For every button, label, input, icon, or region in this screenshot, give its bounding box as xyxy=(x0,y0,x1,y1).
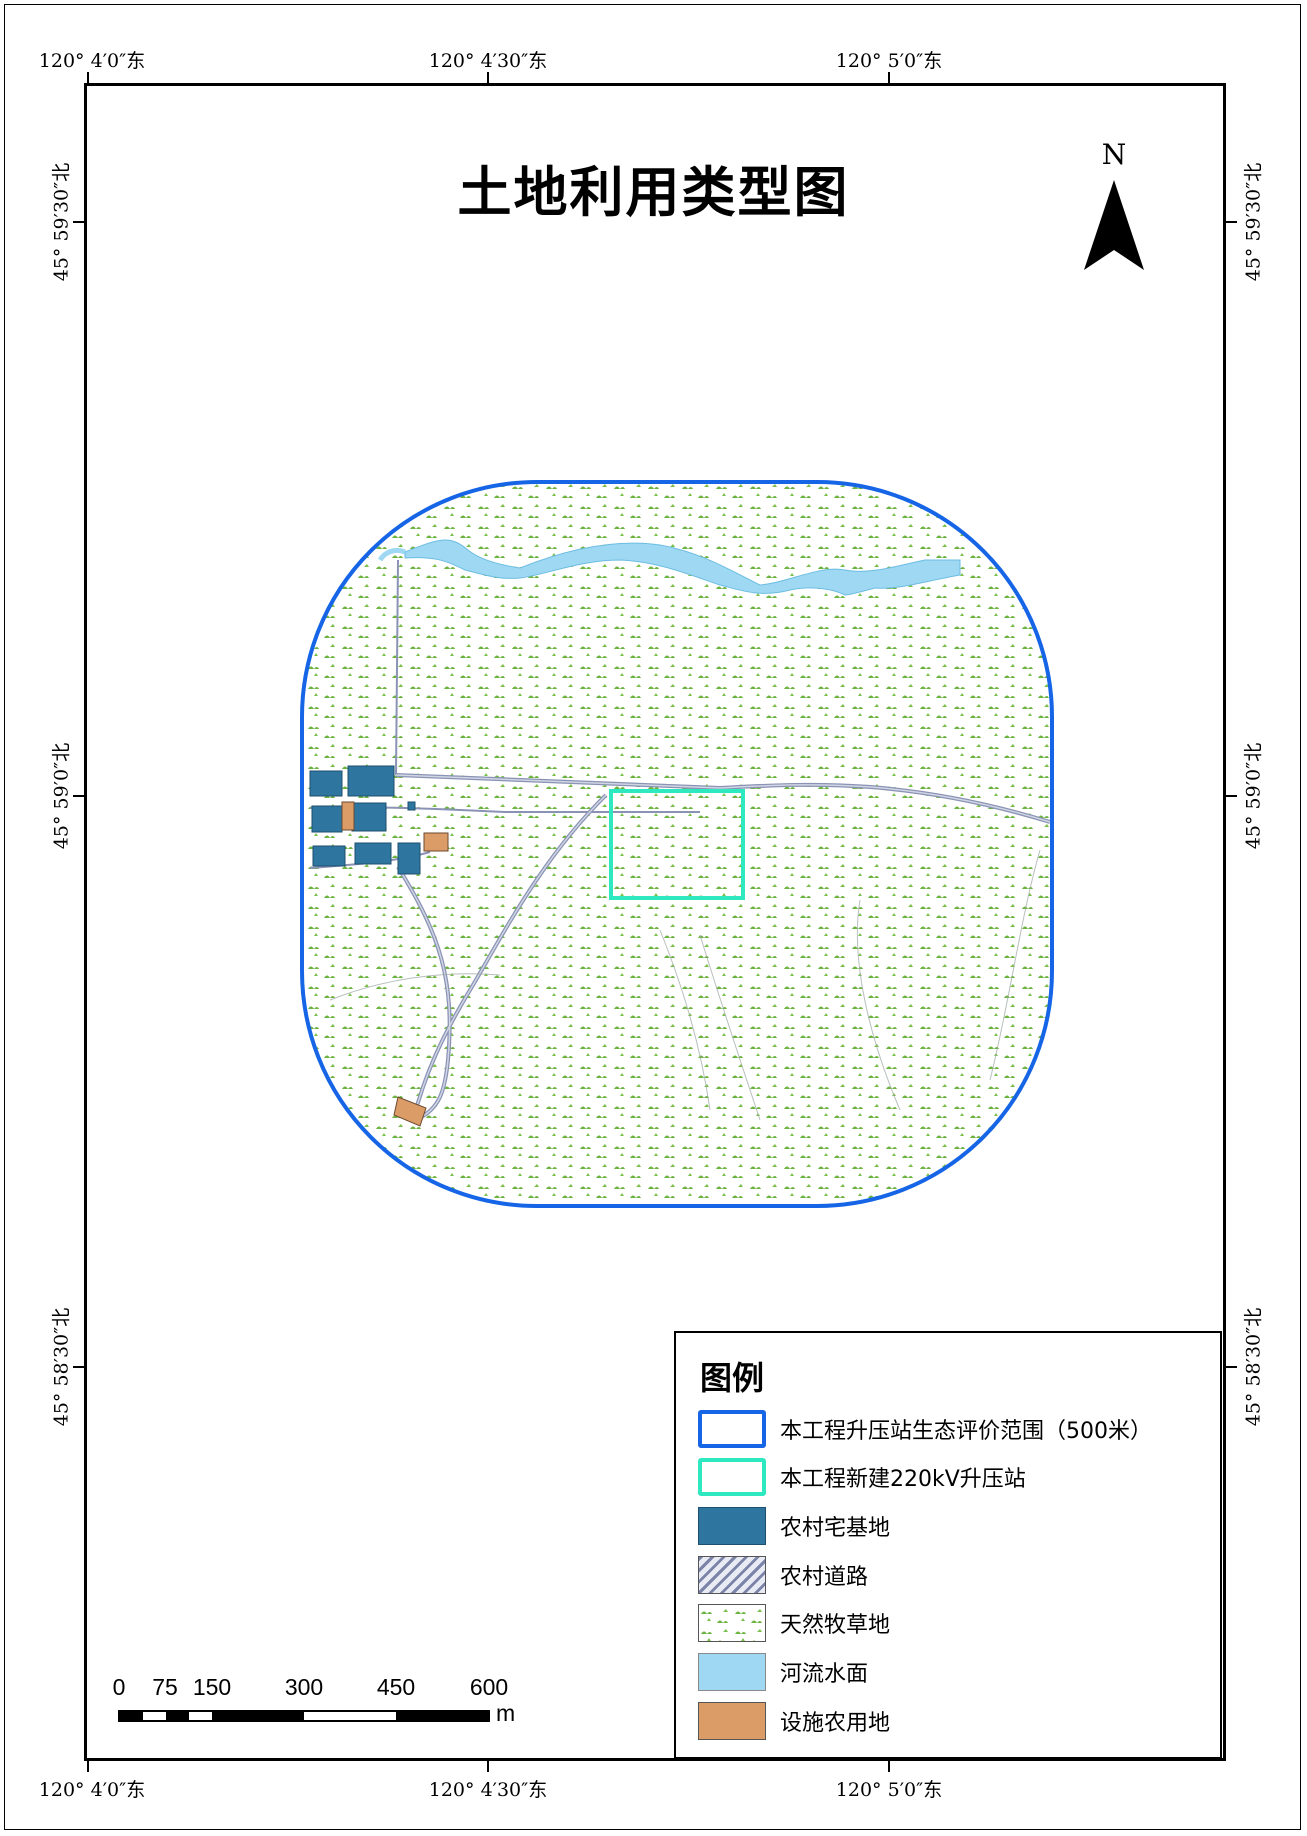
coord-bottom-1: 120° 4′0″东 xyxy=(38,1779,146,1801)
legend-swatch-road xyxy=(698,1556,766,1594)
scale-label-0: 0 xyxy=(112,1674,126,1700)
legend-label-road: 农村道路 xyxy=(780,1565,869,1590)
rural-homesteads xyxy=(309,765,421,875)
legend-title: 图例 xyxy=(700,1359,765,1397)
legend-item-substation: 本工程新建220kV升压站 xyxy=(698,1457,1026,1497)
legend-swatch-river xyxy=(698,1653,766,1691)
scale-label-450: 450 xyxy=(376,1674,416,1700)
scale-label-150: 150 xyxy=(192,1674,232,1700)
scale-label-300: 300 xyxy=(284,1674,324,1700)
map-frame xyxy=(84,83,1226,1761)
legend-label-river: 河流水面 xyxy=(780,1662,869,1687)
north-arrow-icon xyxy=(1084,180,1144,270)
river xyxy=(404,539,961,596)
legend-item-river: 河流水面 xyxy=(698,1652,868,1692)
coord-top-3: 120° 5′0″东 xyxy=(835,50,943,72)
legend-swatch-grassland xyxy=(698,1604,766,1642)
substation-outline xyxy=(609,789,745,900)
coord-top-2: 120° 4′30″东 xyxy=(428,50,548,72)
legend-item-grassland: 天然牧草地 xyxy=(698,1603,890,1643)
legend-item-boundary: 本工程升压站生态评价范围（500米） xyxy=(698,1409,1152,1449)
legend: 图例 本工程升压站生态评价范围（500米） 本工程新建220kV升压站 农村宅基… xyxy=(674,1331,1222,1759)
coord-top-1: 120° 4′0″东 xyxy=(38,50,146,72)
scale-unit: m xyxy=(496,1700,516,1726)
scale-label-600: 600 xyxy=(469,1674,509,1700)
map-title: 土地利用类型图 xyxy=(457,161,850,224)
outer-border xyxy=(4,4,1301,1830)
legend-swatch-substation xyxy=(698,1458,766,1496)
legend-item-agri: 设施农用地 xyxy=(698,1701,890,1741)
evaluation-boundary xyxy=(300,480,1054,1208)
north-label: N xyxy=(1101,138,1127,171)
agri-facility-land xyxy=(341,801,449,1127)
legend-label-homestead: 农村宅基地 xyxy=(780,1516,891,1541)
legend-swatch-homestead xyxy=(698,1507,766,1545)
scale-bar xyxy=(118,1710,490,1722)
coord-bottom-2: 120° 4′30″东 xyxy=(428,1779,548,1801)
legend-item-homestead: 农村宅基地 xyxy=(698,1506,890,1546)
legend-label-boundary: 本工程升压站生态评价范围（500米） xyxy=(780,1419,1152,1444)
legend-label-substation: 本工程新建220kV升压站 xyxy=(780,1467,1026,1492)
legend-label-agri: 设施农用地 xyxy=(780,1711,891,1736)
legend-swatch-agri xyxy=(698,1702,766,1740)
legend-label-grassland: 天然牧草地 xyxy=(780,1613,891,1638)
legend-item-road: 农村道路 xyxy=(698,1555,868,1595)
legend-swatch-boundary xyxy=(698,1410,766,1448)
coord-bottom-3: 120° 5′0″东 xyxy=(835,1779,943,1801)
scale-label-75: 75 xyxy=(152,1674,178,1700)
